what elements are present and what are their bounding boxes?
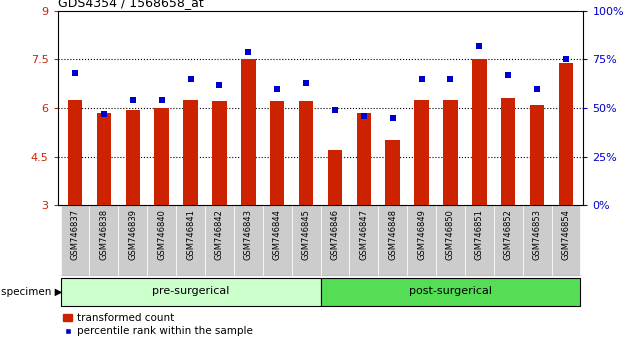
- Bar: [292, 205, 320, 276]
- Bar: [559, 63, 573, 205]
- Text: GSM746840: GSM746840: [157, 209, 166, 260]
- Point: [99, 111, 109, 117]
- Bar: [320, 278, 580, 306]
- Point: [561, 57, 571, 62]
- Bar: [212, 102, 227, 205]
- Bar: [126, 110, 140, 205]
- Point: [128, 97, 138, 103]
- Text: GSM746850: GSM746850: [446, 209, 455, 260]
- Text: GSM746845: GSM746845: [301, 209, 310, 260]
- Bar: [299, 102, 313, 205]
- Point: [417, 76, 427, 81]
- Bar: [378, 205, 407, 276]
- Point: [474, 43, 485, 48]
- Point: [214, 82, 224, 87]
- Bar: [61, 205, 90, 276]
- Point: [185, 76, 196, 81]
- Text: GSM746848: GSM746848: [388, 209, 397, 260]
- Bar: [61, 278, 320, 306]
- Text: pre-surgerical: pre-surgerical: [152, 286, 229, 296]
- Text: GSM746841: GSM746841: [186, 209, 195, 260]
- Bar: [183, 100, 198, 205]
- Point: [388, 115, 398, 120]
- Bar: [349, 205, 378, 276]
- Bar: [436, 205, 465, 276]
- Bar: [414, 100, 429, 205]
- Text: GSM746842: GSM746842: [215, 209, 224, 260]
- Point: [445, 76, 456, 81]
- Bar: [97, 113, 111, 205]
- Bar: [407, 205, 436, 276]
- Point: [70, 70, 80, 76]
- Bar: [551, 205, 580, 276]
- Point: [503, 72, 513, 78]
- Text: specimen ▶: specimen ▶: [1, 287, 63, 297]
- Text: GSM746838: GSM746838: [99, 209, 108, 260]
- Bar: [68, 100, 82, 205]
- Bar: [501, 98, 515, 205]
- Bar: [443, 100, 458, 205]
- Text: GSM746853: GSM746853: [533, 209, 542, 260]
- Bar: [494, 205, 522, 276]
- Text: GSM746843: GSM746843: [244, 209, 253, 260]
- Text: GSM746844: GSM746844: [272, 209, 281, 260]
- Point: [243, 48, 253, 54]
- Text: GSM746851: GSM746851: [475, 209, 484, 260]
- Bar: [320, 205, 349, 276]
- Text: GSM746849: GSM746849: [417, 209, 426, 260]
- Bar: [241, 59, 256, 205]
- Bar: [154, 108, 169, 205]
- Bar: [328, 150, 342, 205]
- Bar: [263, 205, 292, 276]
- Bar: [472, 59, 487, 205]
- Bar: [530, 105, 544, 205]
- Bar: [465, 205, 494, 276]
- Point: [301, 80, 311, 85]
- Text: GSM746847: GSM746847: [360, 209, 369, 260]
- Text: GSM746854: GSM746854: [562, 209, 570, 260]
- Bar: [90, 205, 119, 276]
- Bar: [176, 205, 205, 276]
- Point: [156, 97, 167, 103]
- Text: GDS4354 / 1568658_at: GDS4354 / 1568658_at: [58, 0, 203, 10]
- Text: GSM746839: GSM746839: [128, 209, 137, 260]
- Bar: [385, 141, 400, 205]
- Bar: [147, 205, 176, 276]
- Bar: [234, 205, 263, 276]
- Bar: [270, 102, 285, 205]
- Bar: [356, 113, 371, 205]
- Legend: transformed count, percentile rank within the sample: transformed count, percentile rank withi…: [63, 313, 253, 336]
- Bar: [119, 205, 147, 276]
- Bar: [522, 205, 551, 276]
- Text: GSM746837: GSM746837: [71, 209, 79, 260]
- Bar: [205, 205, 234, 276]
- Point: [272, 86, 282, 91]
- Point: [532, 86, 542, 91]
- Text: post-surgerical: post-surgerical: [409, 286, 492, 296]
- Text: GSM746846: GSM746846: [331, 209, 340, 260]
- Point: [330, 107, 340, 113]
- Point: [359, 113, 369, 119]
- Text: GSM746852: GSM746852: [504, 209, 513, 260]
